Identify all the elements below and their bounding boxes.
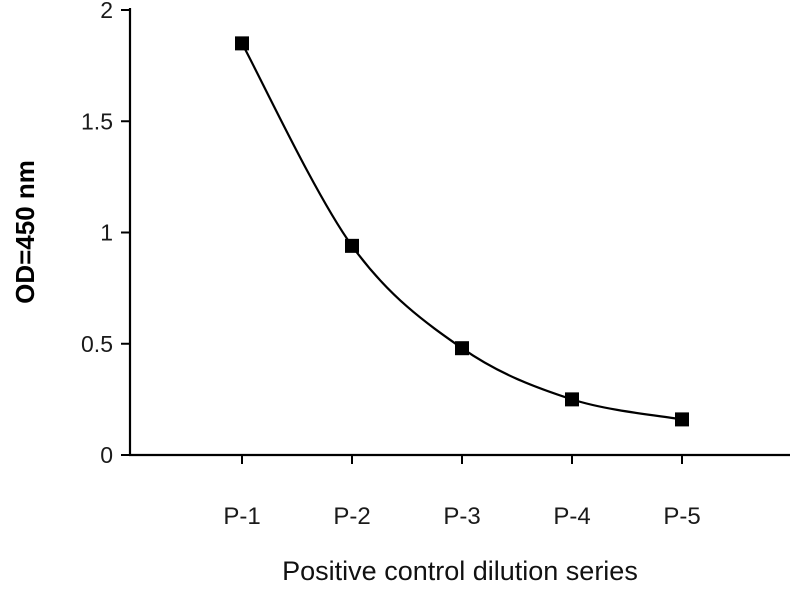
y-axis-ticks: 0 0.5 1 1.5 2 bbox=[81, 0, 130, 468]
data-point-marker bbox=[675, 412, 689, 427]
x-axis-ticks: P-1 P-2 P-3 P-4 P-5 bbox=[223, 455, 701, 530]
x-tick-label: P-1 bbox=[223, 503, 260, 530]
x-tick-label: P-3 bbox=[443, 503, 480, 530]
x-tick-label: P-4 bbox=[553, 503, 590, 530]
x-axis-title: Positive control dilution series bbox=[282, 556, 638, 586]
series-curve bbox=[241, 42, 683, 421]
y-tick-label: 1 bbox=[100, 220, 113, 246]
data-point-marker bbox=[565, 392, 579, 407]
x-tick-label: P-5 bbox=[663, 503, 700, 530]
data-point-marker bbox=[345, 238, 359, 253]
data-series bbox=[235, 36, 689, 427]
y-tick-label: 1.5 bbox=[81, 108, 113, 134]
data-point-marker bbox=[235, 36, 249, 51]
data-point-marker bbox=[455, 341, 469, 356]
y-axis-title: OD=450 nm bbox=[10, 160, 40, 304]
y-tick-label: 2 bbox=[100, 0, 113, 23]
y-tick-label: 0 bbox=[100, 442, 113, 468]
y-tick-label: 0.5 bbox=[81, 331, 113, 357]
x-tick-label: P-2 bbox=[333, 503, 370, 530]
